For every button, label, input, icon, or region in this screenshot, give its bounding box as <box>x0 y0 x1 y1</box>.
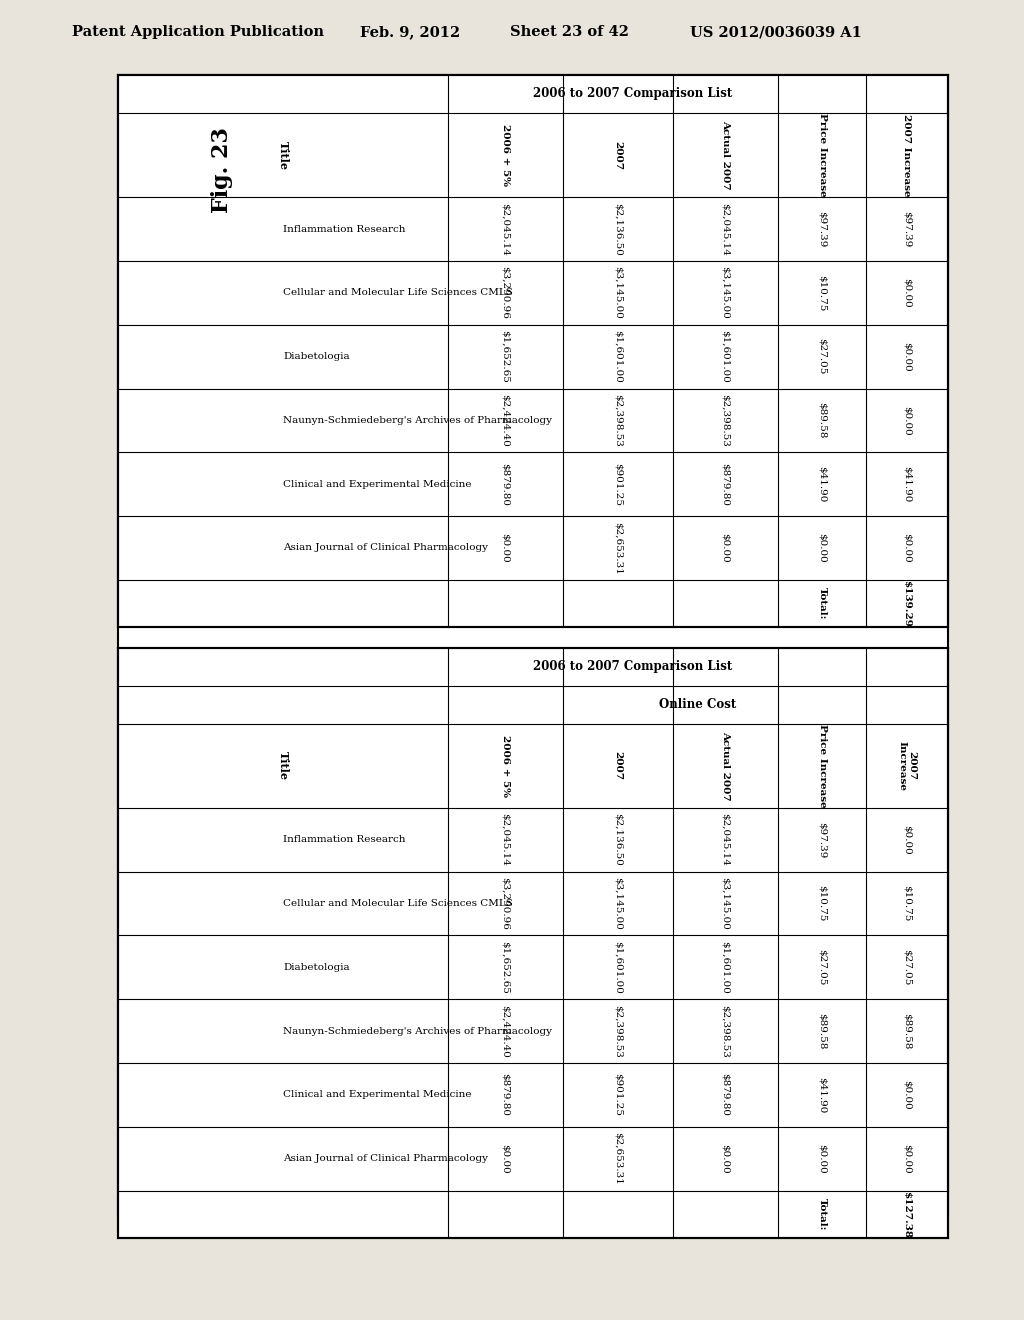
Text: $901.25: $901.25 <box>613 1073 623 1117</box>
Text: Total:: Total: <box>817 1199 826 1230</box>
Text: Actual 2007: Actual 2007 <box>721 731 730 801</box>
Text: Feb. 9, 2012: Feb. 9, 2012 <box>360 25 460 40</box>
Text: Price Increase: Price Increase <box>817 723 826 808</box>
Text: $41.90: $41.90 <box>817 466 826 503</box>
Text: $0.00: $0.00 <box>817 533 826 562</box>
Text: Sheet 23 of 42: Sheet 23 of 42 <box>510 25 629 40</box>
Text: $27.05: $27.05 <box>817 949 826 986</box>
Text: 2006 to 2007 Comparison List: 2006 to 2007 Comparison List <box>534 660 732 673</box>
Text: $27.05: $27.05 <box>817 338 826 375</box>
Text: Diabetologia: Diabetologia <box>283 962 349 972</box>
Text: Asian Journal of Clinical Pharmacology: Asian Journal of Clinical Pharmacology <box>283 544 488 553</box>
Bar <box>118 75 948 1214</box>
Text: $879.80: $879.80 <box>501 1073 510 1117</box>
Text: $1,601.00: $1,601.00 <box>613 330 623 383</box>
Text: 2007 Increase: 2007 Increase <box>902 114 911 197</box>
Text: 2006 + 5%: 2006 + 5% <box>501 124 510 186</box>
Text: $10.75: $10.75 <box>817 886 826 921</box>
Text: $3,290.96: $3,290.96 <box>501 267 510 319</box>
Text: $0.00: $0.00 <box>902 342 911 371</box>
Text: $2,045.14: $2,045.14 <box>501 202 510 256</box>
Text: $879.80: $879.80 <box>721 463 730 506</box>
Text: Title: Title <box>278 751 289 780</box>
Text: $139.29: $139.29 <box>902 581 911 627</box>
Text: Online Cost: Online Cost <box>659 698 736 711</box>
Text: $2,398.53: $2,398.53 <box>613 1005 623 1057</box>
Text: $3,145.00: $3,145.00 <box>721 267 730 319</box>
Text: Inflammation Research: Inflammation Research <box>283 224 406 234</box>
Text: $879.80: $879.80 <box>721 1073 730 1117</box>
Text: $2,653.31: $2,653.31 <box>613 521 623 574</box>
Text: $1,652.65: $1,652.65 <box>501 941 510 994</box>
Text: Total:: Total: <box>817 587 826 620</box>
Text: $2,136.50: $2,136.50 <box>613 202 623 256</box>
Text: $2,398.53: $2,398.53 <box>721 1005 730 1057</box>
Bar <box>118 75 948 627</box>
Text: $89.58: $89.58 <box>902 1012 911 1049</box>
Text: $127.38: $127.38 <box>902 1191 911 1238</box>
Text: Clinical and Experimental Medicine: Clinical and Experimental Medicine <box>283 479 471 488</box>
Text: Fig. 23: Fig. 23 <box>211 127 233 213</box>
Text: Naunyn-Schmiedeberg's Archives of Pharmacology: Naunyn-Schmiedeberg's Archives of Pharma… <box>283 1027 552 1036</box>
Text: 2007: 2007 <box>613 751 623 780</box>
Text: $2,424.40: $2,424.40 <box>501 1005 510 1057</box>
Text: Asian Journal of Clinical Pharmacology: Asian Journal of Clinical Pharmacology <box>283 1154 488 1163</box>
Text: 2007: 2007 <box>613 140 623 169</box>
Text: $2,398.53: $2,398.53 <box>721 393 730 447</box>
Text: $89.58: $89.58 <box>817 1012 826 1049</box>
Text: $1,652.65: $1,652.65 <box>501 330 510 383</box>
Text: $3,290.96: $3,290.96 <box>501 876 510 931</box>
Text: $0.00: $0.00 <box>501 533 510 562</box>
Text: $1,601.00: $1,601.00 <box>613 941 623 994</box>
Text: $2,136.50: $2,136.50 <box>613 813 623 866</box>
Text: Price Increase: Price Increase <box>817 114 826 197</box>
Text: Inflammation Research: Inflammation Research <box>283 836 406 845</box>
Text: $3,145.00: $3,145.00 <box>613 267 623 319</box>
Text: $2,424.40: $2,424.40 <box>501 393 510 447</box>
Text: $879.80: $879.80 <box>501 463 510 506</box>
Text: Title: Title <box>278 140 289 169</box>
Text: Cellular and Molecular Life Sciences CMLS: Cellular and Molecular Life Sciences CML… <box>283 288 513 297</box>
Text: Actual 2007: Actual 2007 <box>721 120 730 190</box>
Text: $27.05: $27.05 <box>902 949 911 986</box>
Text: $2,398.53: $2,398.53 <box>613 393 623 447</box>
Text: $97.39: $97.39 <box>902 211 911 247</box>
Text: $0.00: $0.00 <box>721 533 730 562</box>
Text: $0.00: $0.00 <box>501 1144 510 1173</box>
Bar <box>118 648 948 1238</box>
Text: $2,045.14: $2,045.14 <box>721 813 730 866</box>
Text: Naunyn-Schmiedeberg's Archives of Pharmacology: Naunyn-Schmiedeberg's Archives of Pharma… <box>283 416 552 425</box>
Text: $3,145.00: $3,145.00 <box>721 876 730 931</box>
Text: US 2012/0036039 A1: US 2012/0036039 A1 <box>690 25 862 40</box>
Text: $2,045.14: $2,045.14 <box>501 813 510 866</box>
Text: $3,145.00: $3,145.00 <box>613 876 623 931</box>
Text: $1,601.00: $1,601.00 <box>721 941 730 994</box>
Text: Cellular and Molecular Life Sciences CMLS: Cellular and Molecular Life Sciences CML… <box>283 899 513 908</box>
Text: $89.58: $89.58 <box>817 403 826 438</box>
Text: $0.00: $0.00 <box>721 1144 730 1173</box>
Text: $41.90: $41.90 <box>902 466 911 503</box>
Text: $0.00: $0.00 <box>902 1080 911 1110</box>
Text: $97.39: $97.39 <box>817 821 826 858</box>
Text: Diabetologia: Diabetologia <box>283 352 349 362</box>
Text: $0.00: $0.00 <box>902 533 911 562</box>
Text: $0.00: $0.00 <box>902 405 911 436</box>
Text: Patent Application Publication: Patent Application Publication <box>72 25 324 40</box>
Text: $0.00: $0.00 <box>902 279 911 308</box>
Text: 2007
Increase: 2007 Increase <box>897 741 916 791</box>
Text: 2006 to 2007 Comparison List: 2006 to 2007 Comparison List <box>534 87 732 100</box>
Text: $0.00: $0.00 <box>902 825 911 854</box>
Text: $41.90: $41.90 <box>817 1077 826 1113</box>
Text: $10.75: $10.75 <box>817 275 826 312</box>
Text: $1,601.00: $1,601.00 <box>721 330 730 383</box>
Text: $901.25: $901.25 <box>613 463 623 506</box>
Text: $10.75: $10.75 <box>902 886 911 921</box>
Text: $2,653.31: $2,653.31 <box>613 1133 623 1185</box>
Text: $0.00: $0.00 <box>817 1144 826 1173</box>
Text: $97.39: $97.39 <box>817 211 826 247</box>
Text: $0.00: $0.00 <box>902 1144 911 1173</box>
Text: Clinical and Experimental Medicine: Clinical and Experimental Medicine <box>283 1090 471 1100</box>
Text: $2,045.14: $2,045.14 <box>721 202 730 256</box>
Text: 2006 + 5%: 2006 + 5% <box>501 735 510 797</box>
